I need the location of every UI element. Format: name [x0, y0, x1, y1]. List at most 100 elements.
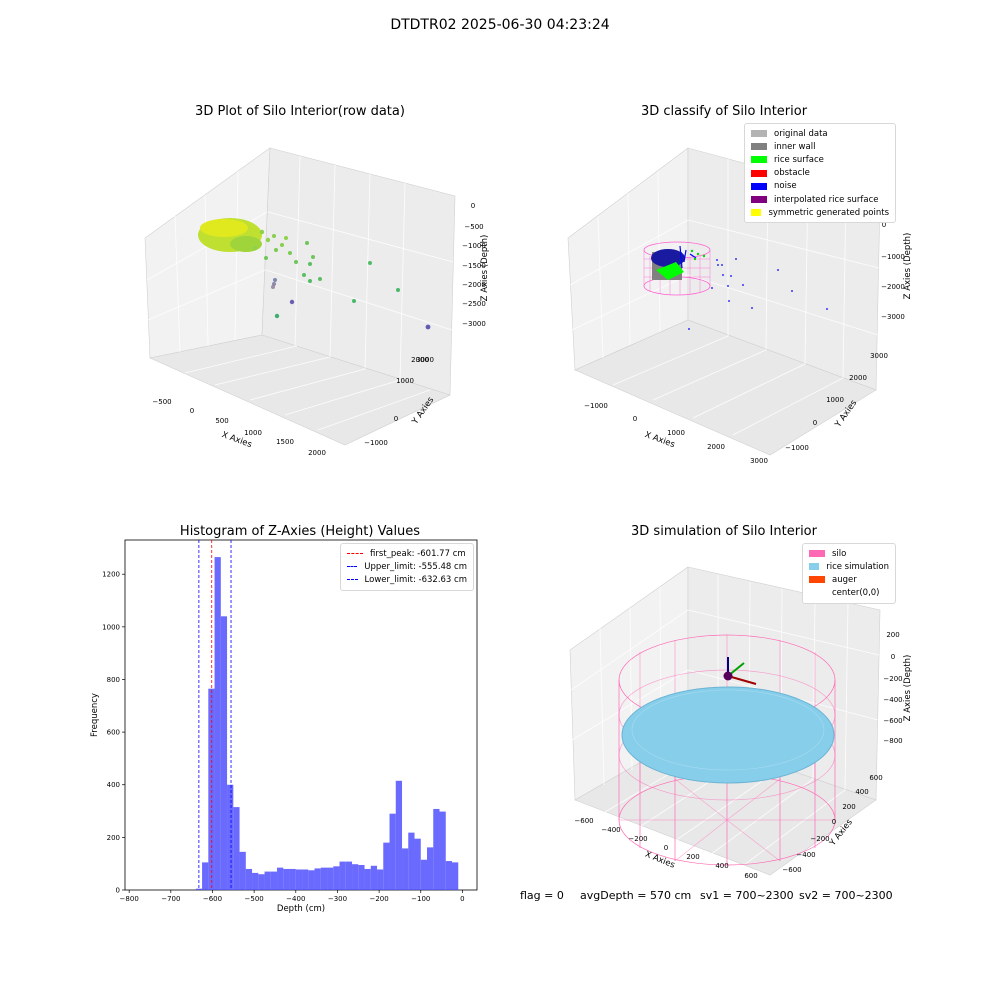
- histogram-bar: [308, 870, 315, 890]
- legend-entry: rice simulation: [809, 560, 889, 573]
- plot1-zlabel: Z Axies (Depth): [480, 235, 490, 302]
- legend-entry: inner wall: [751, 140, 889, 153]
- legend-swatch: [809, 563, 820, 571]
- ytick-label: 600: [107, 729, 120, 737]
- legend-label: interpolated rice surface: [774, 194, 879, 205]
- legend-swatch: [751, 156, 767, 164]
- plot1-ztick: −2000: [462, 281, 486, 289]
- plot1-pane-floor: [149, 334, 451, 446]
- plot2-ytick: 3000: [870, 352, 888, 360]
- xtick-label: −300: [328, 895, 347, 903]
- legend-label: silo: [832, 548, 847, 559]
- plot4-xlabel: X Axies: [643, 850, 676, 871]
- plot3-xlabel: Depth (cm): [277, 904, 325, 914]
- plot2-ytick: −1000: [785, 444, 809, 452]
- plot3-ylabel: Frequency: [90, 693, 100, 737]
- legend-entry: silo: [809, 547, 889, 560]
- plot4-xtick: −200: [628, 835, 647, 843]
- histogram-bar: [258, 874, 265, 890]
- status-flag: flag = 0: [520, 889, 564, 902]
- histogram-bar: [320, 867, 328, 890]
- plot1-ztick: −1500: [462, 262, 486, 270]
- ytick-label: 1000: [102, 623, 120, 631]
- plot1-ytick: 2000: [411, 356, 429, 364]
- histogram-bar: [339, 861, 346, 890]
- histogram-bar: [439, 811, 446, 890]
- plot2-xtick: 3000: [750, 457, 768, 465]
- plot1-xtick: 500: [215, 417, 228, 425]
- plot1-xtick: 0: [190, 407, 194, 415]
- plot2-legend: original data inner wall rice surface ob…: [744, 123, 896, 224]
- plot4-xtick: 200: [686, 853, 699, 861]
- histogram-bar: [277, 867, 284, 890]
- legend-swatch: [751, 169, 767, 177]
- plot4-rice-contour: [631, 689, 825, 771]
- plot2-xtick: 0: [633, 415, 637, 423]
- plot3-title: Histogram of Z-Axies (Height) Values: [179, 524, 421, 539]
- histogram-bar: [289, 868, 296, 890]
- legend-entry: obstacle: [751, 167, 889, 180]
- plot1-ytick: 0: [394, 415, 398, 423]
- histogram-bar: [433, 808, 440, 890]
- plot4-zlabel: Z Axies (Depth): [903, 655, 913, 722]
- plot2-noise-streaks: [679, 245, 697, 269]
- legend-label: center(0,0): [832, 588, 880, 599]
- plot3-vlines: [198, 540, 232, 890]
- status-sv2: sv2 = 700~2300: [799, 889, 893, 902]
- plot2-title: 3D classify of Silo Interior: [640, 104, 808, 119]
- histogram-bar: [327, 867, 334, 890]
- plot2-ytick: 1000: [826, 396, 844, 404]
- status-sv1: sv1 = 700~2300: [700, 889, 794, 902]
- legend-swatch: [751, 209, 762, 217]
- legend-line: [347, 579, 358, 581]
- plot2-noise-points: [688, 258, 828, 330]
- legend-swatch: [809, 576, 825, 584]
- xtick-label: −600: [203, 895, 222, 903]
- histogram-bar: [208, 688, 215, 890]
- plot1-axes: [144, 147, 456, 446]
- plot1-ztick: −500: [464, 223, 483, 231]
- histogram-bar: [264, 871, 271, 890]
- histogram-bar: [333, 866, 340, 890]
- plot1-ztick: 0: [471, 202, 475, 210]
- xtick-label: −100: [411, 895, 430, 903]
- plot1-ztick: −3000: [462, 320, 486, 328]
- histogram-bar: [370, 865, 378, 890]
- legend-label: symmetric generated points: [768, 207, 889, 218]
- histogram-bar: [295, 869, 303, 890]
- histogram-bar: [445, 861, 453, 890]
- legend-entry: symmetric generated points: [751, 206, 889, 219]
- histogram-bar: [358, 865, 365, 890]
- histogram-bar: [239, 851, 246, 890]
- plot1-xtick: −500: [152, 398, 171, 406]
- histogram-bar: [220, 616, 228, 890]
- histogram-bar: [245, 868, 253, 890]
- xtick-label: −200: [369, 895, 388, 903]
- plot4-xtick: −400: [601, 826, 620, 834]
- plot2-rice-points: [690, 249, 706, 261]
- plot4-axis-x-arrow: [727, 675, 757, 685]
- plot2-ztick: −3000: [881, 313, 905, 321]
- plot1-ytick: −1000: [364, 439, 388, 447]
- legend-label: noise: [774, 181, 797, 192]
- plot4-ytick: 400: [855, 788, 868, 796]
- xtick-label: −800: [120, 895, 139, 903]
- plot1-xtick: 2000: [308, 449, 326, 457]
- plot4-center-marker: [723, 671, 733, 681]
- plot1-ytick: 1000: [396, 377, 414, 385]
- plot2-xtick: 1000: [667, 429, 685, 437]
- histogram-bar: [352, 864, 359, 890]
- plot3-bars: [195, 557, 459, 890]
- legend-line: [347, 566, 358, 568]
- histogram-bar: [283, 868, 290, 890]
- legend-entry: auger: [809, 573, 889, 586]
- plot1-scatter-points: [253, 229, 431, 330]
- plot4-title: 3D simulation of Silo Interior: [631, 524, 817, 539]
- plot2-ytick: 2000: [849, 374, 867, 382]
- histogram-bar: [214, 557, 221, 890]
- ytick-label: 200: [107, 834, 120, 842]
- plot3-xticks: −800 −700 −600 −500 −400 −300 −200 −100 0: [120, 890, 465, 903]
- status-avg-depth: avgDepth = 570 cm: [580, 889, 692, 902]
- legend-entry: interpolated rice surface: [751, 193, 889, 206]
